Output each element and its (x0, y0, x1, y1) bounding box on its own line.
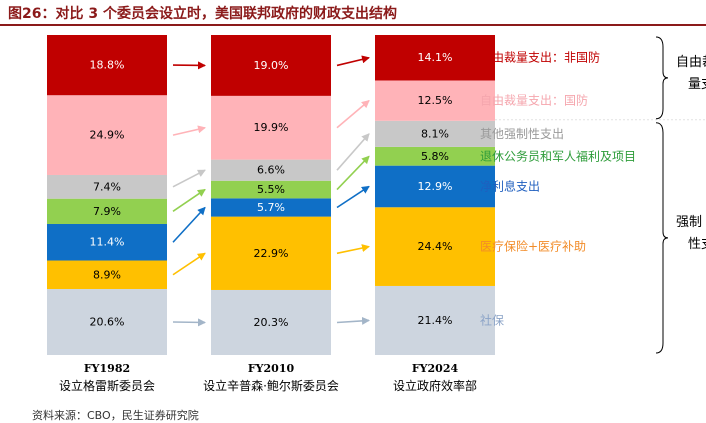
segment-value-label: 5.8% (421, 150, 449, 163)
series-label: 社保 (480, 312, 504, 327)
segment-value-label: 11.4% (90, 236, 125, 249)
series-label: 自由裁量支出：国防 (480, 93, 588, 108)
x-axis-name: 设立格雷斯委员会 (59, 378, 155, 393)
segment-value-label: 14.1% (418, 51, 453, 64)
x-axis-code: FY1982 (84, 362, 130, 375)
transition-arrow (337, 101, 369, 128)
x-axis-code: FY2010 (248, 362, 295, 375)
x-axis-name: 设立辛普森·鲍尔斯委员会 (203, 378, 339, 393)
segment-value-label: 7.9% (93, 205, 121, 218)
segment-value-label: 5.5% (257, 183, 285, 196)
series-label: 净利息支出 (480, 178, 540, 193)
transition-arrow (337, 247, 369, 254)
transition-arrow (337, 156, 369, 189)
discretionary-bracket (656, 37, 668, 119)
transition-arrow (337, 134, 369, 170)
segment-value-label: 6.6% (257, 164, 285, 177)
segment-value-label: 18.8% (90, 59, 125, 72)
series-label: 自由裁量支出：非国防 (480, 50, 600, 65)
segment-value-label: 12.9% (418, 180, 453, 193)
segment-value-label: 8.9% (93, 268, 121, 281)
group-label-discretionary: 自由裁量支出 (676, 54, 706, 92)
segment-value-label: 8.1% (421, 127, 449, 140)
segment-value-label: 19.9% (254, 121, 289, 134)
transition-arrow (337, 320, 369, 322)
series-label: 其他强制性支出 (480, 127, 564, 141)
segment-value-label: 19.0% (254, 59, 289, 72)
series-label: 退休公务员和军人福利及项目 (480, 148, 636, 163)
segment-value-label: 5.7% (257, 201, 285, 214)
segment-value-label: 20.6% (90, 316, 125, 329)
segment-value-label: 21.4% (418, 314, 453, 327)
transition-arrow (173, 207, 205, 242)
segment-value-label: 24.4% (418, 240, 453, 253)
transition-arrow (173, 190, 205, 212)
transition-arrow (337, 186, 369, 207)
transition-arrow (337, 58, 369, 66)
group-label-mandatory: 强制性支出 (676, 215, 706, 252)
segment-value-label: 22.9% (254, 247, 289, 260)
transition-arrow (173, 253, 205, 274)
segment-value-label: 7.4% (93, 180, 121, 193)
mandatory-bracket (656, 123, 668, 353)
series-label: 医疗保险+医疗补助 (480, 239, 586, 254)
x-axis-code: FY2024 (412, 362, 459, 375)
x-axis-name: 设立政府效率部 (393, 378, 477, 393)
segment-value-label: 12.5% (418, 94, 453, 107)
transition-arrow (173, 128, 205, 135)
source-note: 资料来源：CBO，民生证券研究院 (32, 407, 199, 423)
segment-value-label: 20.3% (254, 316, 289, 329)
segment-value-label: 24.9% (90, 129, 125, 142)
transition-arrow (173, 170, 205, 187)
